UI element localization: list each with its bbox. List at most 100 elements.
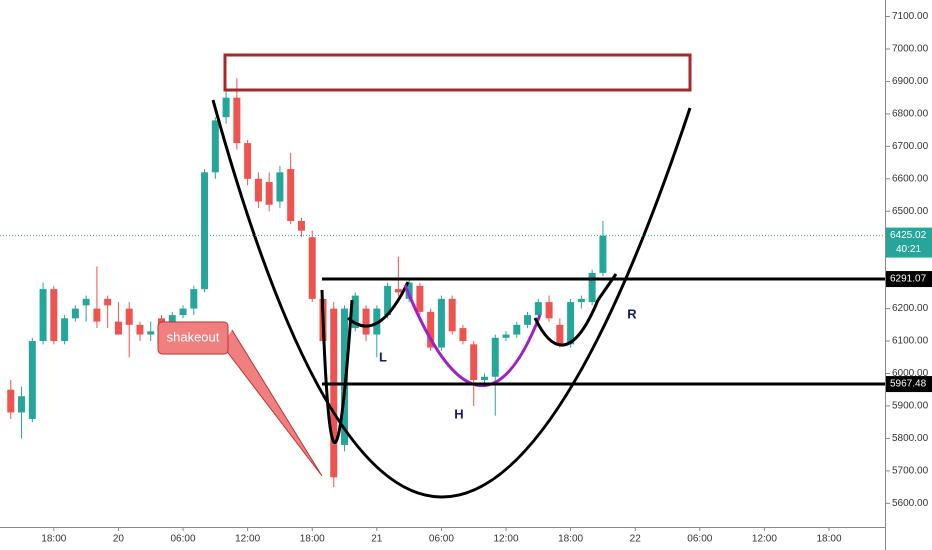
candle-body — [125, 308, 133, 325]
candle-body — [28, 341, 36, 419]
candle-body — [308, 237, 316, 299]
level-label: 6291.07 — [890, 274, 927, 285]
candle-body — [50, 289, 58, 342]
candle-body — [254, 178, 262, 202]
candle-body — [459, 328, 467, 342]
candle-body — [61, 318, 69, 342]
candle-body — [330, 308, 338, 478]
candle-body — [567, 302, 575, 345]
y-tick-label: 5800.00 — [892, 433, 929, 444]
x-tick-label: 06:00 — [171, 534, 196, 545]
candle-body — [534, 302, 542, 316]
annotation-r: R — [627, 306, 637, 321]
candle-body — [104, 298, 112, 306]
y-tick-label: 5600.00 — [892, 498, 929, 509]
y-tick-label: 6000.00 — [892, 368, 929, 379]
candle-body — [448, 298, 456, 332]
candle-body — [588, 272, 596, 303]
last-price-box — [886, 227, 932, 258]
level-label: 5967.48 — [890, 379, 927, 390]
candle-body — [351, 295, 359, 329]
candle-body — [147, 331, 155, 335]
candle-body — [480, 376, 488, 380]
candle-body — [394, 289, 402, 293]
x-tick-label: 12:00 — [494, 534, 519, 545]
candle-body — [502, 334, 510, 338]
candle-body — [437, 298, 445, 348]
candle-body — [18, 396, 26, 413]
candle-body — [545, 302, 553, 319]
candle-body — [362, 308, 370, 335]
x-tick-label: 12:00 — [752, 534, 777, 545]
candle-body — [513, 324, 521, 335]
cup-curve — [211, 99, 692, 499]
x-tick-label: 18:00 — [816, 534, 841, 545]
candle-body — [416, 285, 424, 312]
candle-body — [190, 289, 198, 309]
candle-body — [201, 172, 209, 290]
resistance-box — [223, 53, 692, 92]
x-tick-label: 18:00 — [558, 534, 583, 545]
drawings — [157, 53, 692, 499]
candle-body — [599, 235, 607, 273]
candle-body — [265, 182, 273, 205]
candle-body — [491, 337, 499, 377]
candle-body — [233, 97, 241, 144]
y-tick-label: 6800.00 — [892, 109, 929, 120]
candle-body — [114, 321, 122, 335]
candle-body — [39, 289, 47, 342]
x-tick-label: 06:00 — [429, 534, 454, 545]
y-tick-label: 7100.00 — [892, 11, 929, 22]
y-tick-label: 6700.00 — [892, 141, 929, 152]
countdown-label: 40:21 — [896, 244, 921, 255]
candle-body — [211, 120, 219, 173]
candle-body — [577, 298, 585, 303]
candle-body — [384, 285, 392, 316]
y-tick-label: 6600.00 — [892, 173, 929, 184]
y-tick-label: 7000.00 — [892, 44, 929, 55]
x-tick-label: 18:00 — [41, 534, 66, 545]
callout-box — [157, 321, 229, 355]
shakeout-curve — [320, 289, 354, 444]
candle-body — [470, 344, 478, 380]
level-box — [886, 271, 932, 288]
last-price-label: 6425.02 — [890, 230, 927, 241]
candle-body — [93, 308, 101, 322]
y-tick-label: 5900.00 — [892, 401, 929, 412]
y-tick-label: 6100.00 — [892, 336, 929, 347]
left-shoulder-curve — [346, 281, 410, 328]
candle-body — [136, 324, 144, 335]
candle-body — [179, 308, 187, 316]
candle-body — [7, 389, 15, 413]
candle-body — [427, 311, 435, 348]
y-tick-label: 6200.00 — [892, 303, 929, 314]
right-shoulder-curve — [533, 299, 600, 347]
candle-body — [276, 172, 284, 202]
candle-body — [82, 298, 90, 306]
candle-body — [405, 282, 413, 299]
candle-body — [71, 308, 79, 319]
level-box — [886, 376, 932, 393]
x-tick-label: 18:00 — [300, 534, 325, 545]
x-tick-label: 12:00 — [235, 534, 260, 545]
candle-body — [244, 143, 252, 179]
x-tick-label: 22 — [630, 534, 642, 545]
candle-body — [287, 169, 295, 221]
callout-text: shakeout — [167, 329, 220, 344]
annotation-h: H — [454, 406, 463, 421]
y-tick-label: 6900.00 — [892, 76, 929, 87]
x-tick-label: 20 — [113, 534, 125, 545]
y-tick-label: 6500.00 — [892, 206, 929, 217]
candle-body — [168, 315, 176, 325]
y-tick-label: 5700.00 — [892, 466, 929, 477]
annotation-l: L — [379, 349, 387, 364]
x-tick-label: 21 — [371, 534, 383, 545]
callout-pointer — [221, 329, 323, 477]
candle-body — [222, 97, 230, 118]
x-tick-label: 06:00 — [687, 534, 712, 545]
candle-body — [556, 324, 564, 345]
candle-body — [297, 220, 305, 231]
candle-body — [524, 315, 532, 325]
